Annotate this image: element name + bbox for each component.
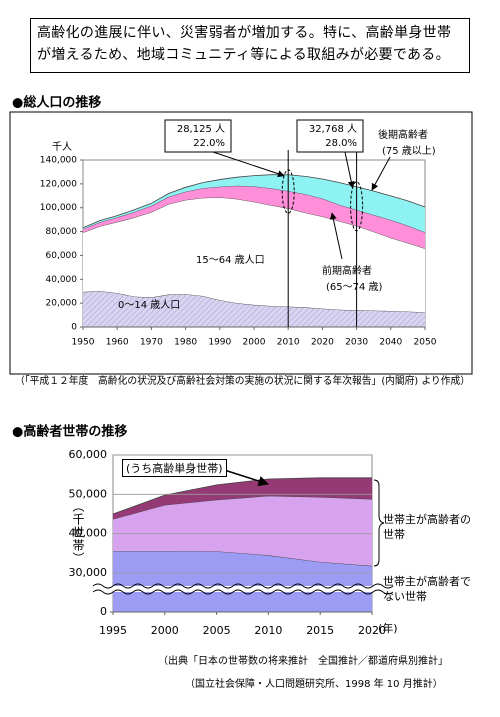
- x-tick-label: 2000: [243, 338, 266, 348]
- series-note: (65～74 歳): [326, 282, 383, 293]
- axis-break-line: [92, 583, 394, 589]
- y-tick-label: 30,000: [69, 566, 108, 579]
- x-tick-label: 1970: [140, 338, 163, 348]
- area-edge: [112, 477, 372, 515]
- brace: [373, 479, 385, 567]
- x-tick-label: 1990: [208, 338, 231, 348]
- area-edge: [112, 495, 373, 520]
- area: [83, 291, 425, 327]
- x-tick-label: 2015: [306, 624, 334, 637]
- area-edge: [82, 174, 426, 229]
- axis-break-line: [92, 589, 394, 595]
- x-tick-label: 2005: [203, 624, 231, 637]
- x-tick-label: 1960: [106, 338, 129, 348]
- annotation-arrow: [212, 151, 285, 178]
- area: [113, 550, 372, 612]
- chart-title: ●高齢者世帯の推移: [12, 424, 127, 440]
- header-box: 高齢化の進展に伴い、災害弱者が増加する。特に、高齢単身世帯 が増えるため、地域コ…: [30, 18, 470, 73]
- y-tick-label: 60,000: [69, 448, 108, 461]
- chart-title: ●総人口の推移: [12, 95, 101, 111]
- series-label: 0～14 歳人口: [118, 300, 181, 311]
- axis-break-gap: [93, 586, 382, 592]
- annotation-text: 32,768 人: [309, 123, 357, 135]
- x-tick-label: 2010: [277, 338, 300, 348]
- area: [83, 197, 425, 313]
- source-note: （「平成１２年度 高齢化の状況及び高齢社会対策の実施の状況に関する年次報告」(内…: [15, 374, 470, 387]
- x-tick-label: 1995: [99, 624, 127, 637]
- y-tick-label: 80,000: [46, 227, 78, 237]
- y-tick-label: 120,000: [40, 179, 77, 189]
- x-tick-label: 2020: [311, 338, 334, 348]
- area: [83, 174, 425, 233]
- chart-frame: [9, 111, 473, 375]
- y-axis-unit: 千人: [52, 142, 72, 153]
- highlight-ellipse: [281, 169, 295, 214]
- series-note: (75 歳以上): [382, 146, 436, 157]
- x-axis-unit: (年): [378, 621, 398, 635]
- series-label: 15～64 歳人口: [196, 255, 265, 266]
- series-label: 後期高齢者: [378, 130, 428, 141]
- source-note: （国立社会保障・人口問題研究所、1998 年 10 月推計）: [185, 677, 443, 690]
- area: [113, 495, 372, 566]
- highlight-ellipse: [350, 181, 364, 232]
- label-arrow: [371, 156, 391, 191]
- x-tick-label: 2010: [254, 624, 282, 637]
- annotation-box: [164, 119, 232, 153]
- y-tick-label: 50,000: [69, 487, 108, 500]
- x-tick-label: 2000: [151, 624, 179, 637]
- x-tick-label: 1950: [72, 338, 95, 348]
- y-tick-label: 100,000: [40, 203, 77, 213]
- header-line: 高齢化の進展に伴い、災害弱者が増加する。特に、高齢単身世帯: [37, 25, 452, 41]
- header-line: が増えるため、地域コミュニティ等による取組みが必要である。: [37, 47, 450, 63]
- annotation-text: 22.0%: [193, 138, 225, 149]
- annotation-text: 28,125 人: [177, 123, 225, 135]
- series-label: 世帯主が高齢者の世帯: [383, 513, 471, 541]
- x-tick-label: 2030: [345, 338, 368, 348]
- series-label: 前期高齢者: [322, 266, 372, 277]
- annotation-box: [296, 119, 364, 153]
- area: [113, 477, 372, 520]
- y-tick-label: 140,000: [40, 156, 77, 166]
- series-label: (うち高齢単身世帯): [122, 459, 227, 477]
- x-tick-label: 1980: [174, 338, 197, 348]
- x-tick-label: 2050: [414, 338, 437, 348]
- y-tick-label: 40,000: [46, 275, 78, 285]
- y-tick-label: 0: [71, 323, 77, 333]
- series-label: 世帯主が高齢者でない世帯: [383, 575, 471, 603]
- y-axis-unit: （千世帯）: [71, 500, 85, 565]
- area: [83, 185, 425, 249]
- y-tick-label: 60,000: [46, 251, 78, 261]
- label-arrow: [329, 212, 343, 260]
- y-tick-label: 0: [100, 605, 107, 618]
- x-tick-label: 2040: [379, 338, 402, 348]
- y-tick-label: 20,000: [46, 299, 78, 309]
- annotation-text: 28.0%: [325, 138, 357, 149]
- x-tick-label: 2020: [358, 624, 386, 637]
- source-note: （出典「日本の世帯数の将来推計 全国推計／都道府県別推計」: [158, 654, 448, 667]
- annotation-arrow: [344, 151, 355, 189]
- y-tick-label: 40,000: [69, 527, 108, 540]
